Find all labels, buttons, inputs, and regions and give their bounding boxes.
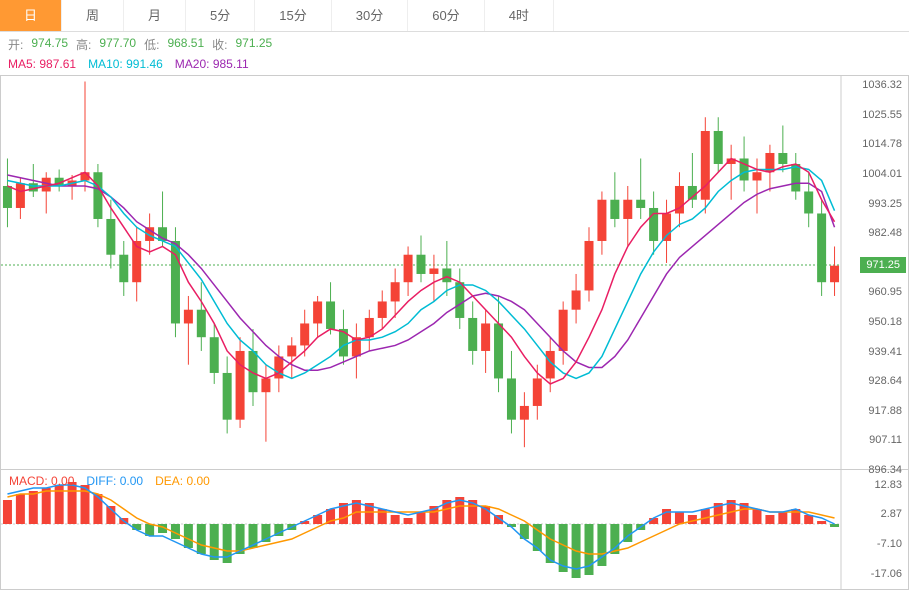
macd-labels: MACD: 0.00 DIFF: 0.00 DEA: 0.00 — [9, 474, 210, 488]
ma-bar: MA5: 987.61 MA10: 991.46 MA20: 985.11 — [0, 57, 909, 75]
macd-chart[interactable]: MACD: 0.00 DIFF: 0.00 DEA: 0.00 12.83 2.8… — [0, 470, 909, 590]
tab-周[interactable]: 周 — [62, 0, 124, 31]
tab-4时[interactable]: 4时 — [485, 0, 554, 31]
macd-value: MACD: 0.00 — [9, 474, 74, 488]
tab-日[interactable]: 日 — [0, 0, 62, 31]
y-tick: 1014.78 — [862, 138, 902, 150]
y-tick: 950.18 — [868, 316, 902, 328]
y-tick: 960.95 — [868, 286, 902, 298]
high-label: 高: — [76, 36, 91, 53]
ma20-label: MA20: 985.11 — [175, 57, 249, 71]
tab-5分[interactable]: 5分 — [186, 0, 255, 31]
y-tick: 1004.01 — [862, 168, 902, 180]
diff-value: DIFF: 0.00 — [86, 474, 143, 488]
tab-30分[interactable]: 30分 — [332, 0, 408, 31]
y-tick: 993.25 — [868, 198, 902, 210]
y-tick: 917.88 — [868, 405, 902, 417]
tab-15分[interactable]: 15分 — [255, 0, 331, 31]
tab-60分[interactable]: 60分 — [408, 0, 484, 31]
tab-月[interactable]: 月 — [124, 0, 186, 31]
macd-y-tick: -17.06 — [871, 568, 902, 580]
y-tick: 939.41 — [868, 346, 902, 358]
ohlc-bar: 开: 974.75 高: 977.70 低: 968.51 收: 971.25 — [0, 32, 909, 57]
candlestick-chart[interactable]: 1036.32 1025.55 1014.78 1004.01 993.25 982.48… — [0, 75, 909, 470]
current-price-tag: 971.25 — [860, 257, 906, 273]
macd-y-tick: -7.10 — [877, 538, 902, 550]
dea-value: DEA: 0.00 — [155, 474, 210, 488]
y-tick: 1036.32 — [862, 79, 902, 91]
close-value: 971.25 — [235, 36, 272, 53]
y-tick: 1025.55 — [862, 109, 902, 121]
open-label: 开: — [8, 36, 23, 53]
y-tick: 982.48 — [868, 227, 902, 239]
ma5-label: MA5: 987.61 — [8, 57, 76, 71]
y-tick: 928.64 — [868, 375, 902, 387]
low-label: 低: — [144, 36, 159, 53]
close-label: 收: — [212, 36, 227, 53]
open-value: 974.75 — [31, 36, 68, 53]
timeframe-tabs: 日周月5分15分30分60分4时 — [0, 0, 909, 32]
macd-y-tick: 12.83 — [874, 479, 902, 491]
high-value: 977.70 — [99, 36, 136, 53]
macd-y-tick: 2.87 — [881, 508, 902, 520]
low-value: 968.51 — [167, 36, 204, 53]
ma10-label: MA10: 991.46 — [88, 57, 163, 71]
y-tick: 907.11 — [869, 434, 902, 446]
